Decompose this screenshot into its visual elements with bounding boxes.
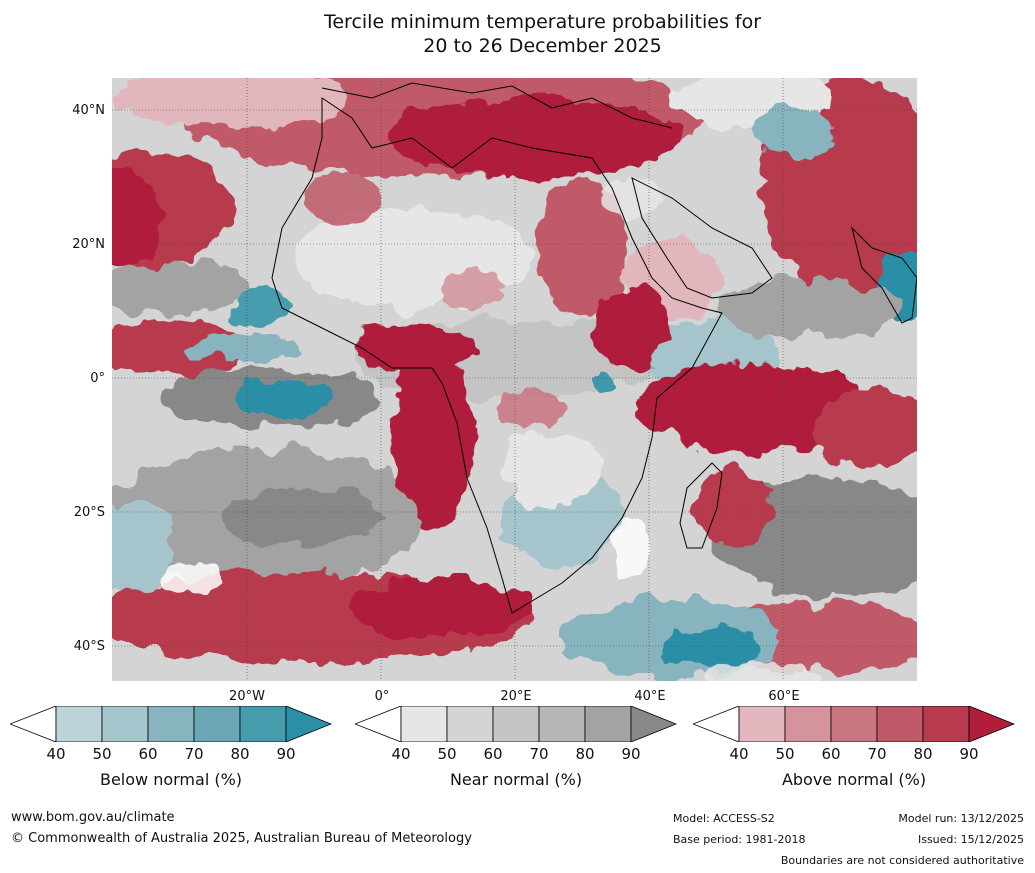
colorbar-below-graphic xyxy=(8,705,333,743)
map-title: Tercile minimum temperature probabilitie… xyxy=(0,10,1035,58)
colorbar-below-bin xyxy=(101,705,149,743)
colorbar-below-bin xyxy=(55,705,103,743)
graticule xyxy=(112,78,917,681)
europe-coastline xyxy=(321,82,673,129)
lat-label-40s: 40°S xyxy=(73,639,105,654)
colorbar-below-min-arrow xyxy=(8,705,57,743)
colorbar-above-tick: 70 xyxy=(867,745,887,763)
colorbar-above-bin xyxy=(784,705,832,743)
colorbar-above-graphic xyxy=(691,705,1016,743)
colorbar-near-tick: 40 xyxy=(391,745,411,763)
colorbar-near-tick: 80 xyxy=(575,745,595,763)
colorbar-below-tick: 50 xyxy=(92,745,112,763)
colorbar-above-tick: 80 xyxy=(913,745,933,763)
footer-model: Model: ACCESS-S2 xyxy=(673,812,775,825)
probability-speckle xyxy=(162,173,912,681)
lat-label-20n: 20°N xyxy=(72,237,105,252)
colorbar-near-bin xyxy=(492,705,540,743)
colorbar-near-tick: 90 xyxy=(621,745,641,763)
lon-label-60e: 60°E xyxy=(768,689,800,704)
lat-label-40n: 40°N xyxy=(72,103,105,118)
arabia-coastline xyxy=(631,177,773,299)
colorbar-near-bin xyxy=(584,705,632,743)
colorbar-below-bin xyxy=(193,705,241,743)
madagascar-coastline xyxy=(679,462,723,549)
colorbar-above-tick: 50 xyxy=(775,745,795,763)
colorbar-above-bin xyxy=(738,705,786,743)
lon-label-20e: 20°E xyxy=(500,689,532,704)
colorbar-above-max-arrow xyxy=(968,705,1016,743)
footer-copyright: © Commonwealth of Australia 2025, Austra… xyxy=(11,831,472,846)
colorbar-above-tick: 60 xyxy=(821,745,841,763)
footer-disclaimer: Boundaries are not considered authoritat… xyxy=(780,854,1024,867)
colorbar-near-bin xyxy=(538,705,586,743)
probability-map xyxy=(112,78,917,681)
colorbar-above-label: Above normal (%) xyxy=(781,770,927,789)
colorbar-near-min-arrow xyxy=(353,705,402,743)
colorbar-near-bin xyxy=(446,705,494,743)
colorbar-above-bin xyxy=(876,705,924,743)
colorbar-near-normal xyxy=(353,705,678,743)
colorbar-below-tick: 60 xyxy=(138,745,158,763)
colorbar-below-tick: 80 xyxy=(230,745,250,763)
colorbar-above-normal xyxy=(691,705,1016,743)
colorbar-near-bin xyxy=(400,705,448,743)
colorbar-above-tick: 90 xyxy=(959,745,979,763)
colorbar-near-tick: 70 xyxy=(529,745,549,763)
colorbar-below-tick: 40 xyxy=(46,745,66,763)
colorbar-above-tick: 40 xyxy=(729,745,749,763)
colorbar-near-label: Near normal (%) xyxy=(449,770,583,789)
colorbar-above-bin xyxy=(830,705,878,743)
lat-label-0: 0° xyxy=(90,371,105,386)
colorbar-below-label: Below normal (%) xyxy=(99,770,243,789)
colorbar-below-bin xyxy=(239,705,287,743)
footer-issued: Issued: 15/12/2025 xyxy=(917,833,1024,846)
colorbar-near-tick: 50 xyxy=(437,745,457,763)
colorbar-below-tick: 90 xyxy=(276,745,296,763)
title-line-2: 20 to 26 December 2025 xyxy=(423,35,662,57)
map-canvas xyxy=(112,78,917,681)
footer-base-period: Base period: 1981-2018 xyxy=(673,833,806,846)
lon-label-0: 0° xyxy=(374,689,390,704)
colorbar-below-tick: 70 xyxy=(184,745,204,763)
colorbar-above-min-arrow xyxy=(691,705,740,743)
lat-label-20s: 20°S xyxy=(73,505,105,520)
lon-label-40e: 40°E xyxy=(634,689,666,704)
colorbar-near-tick: 60 xyxy=(483,745,503,763)
india-coastline xyxy=(851,226,917,324)
colorbar-above-bin xyxy=(922,705,970,743)
footer-model-run: Model run: 13/12/2025 xyxy=(898,812,1024,825)
colorbar-near-graphic xyxy=(353,705,678,743)
africa-coastline xyxy=(271,97,723,614)
footer-website: www.bom.gov.au/climate xyxy=(11,810,175,825)
title-line-1: Tercile minimum temperature probabilitie… xyxy=(323,11,762,33)
lon-label-20w: 20°W xyxy=(229,689,265,704)
colorbar-below-bin xyxy=(147,705,195,743)
colorbar-below-max-arrow xyxy=(285,705,333,743)
colorbar-below-normal xyxy=(8,705,333,743)
colorbar-near-max-arrow xyxy=(630,705,678,743)
